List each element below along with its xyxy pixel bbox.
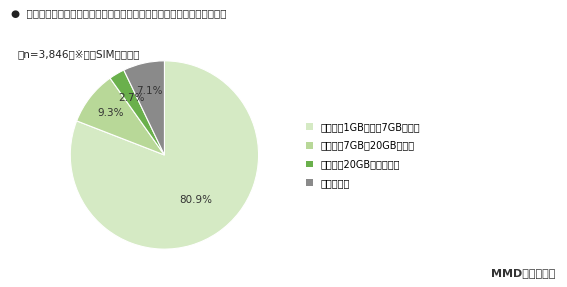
Text: MMD研究所調べ: MMD研究所調べ	[491, 268, 556, 278]
Text: （n=3,846）※格安SIMユーザー: （n=3,846）※格安SIMユーザー	[17, 49, 139, 59]
Text: 80.9%: 80.9%	[179, 195, 211, 205]
Wedge shape	[70, 61, 259, 249]
Wedge shape	[77, 78, 164, 155]
Text: 2.7%: 2.7%	[118, 93, 145, 103]
Legend: 小容量（1GB以下〜7GB未満）, 中容量（7GB〜20GB未満）, 大容量（20GB〜無制限）, 分からない: 小容量（1GB以下〜7GB未満）, 中容量（7GB〜20GB未満）, 大容量（2…	[306, 122, 420, 188]
Text: 7.1%: 7.1%	[137, 86, 163, 96]
Text: ●  現在契約している通信会社のスマートフォンの月間のデータ容量プラン: ● 現在契約している通信会社のスマートフォンの月間のデータ容量プラン	[11, 9, 227, 19]
Wedge shape	[110, 70, 164, 155]
Text: 9.3%: 9.3%	[98, 108, 124, 118]
Wedge shape	[124, 61, 164, 155]
